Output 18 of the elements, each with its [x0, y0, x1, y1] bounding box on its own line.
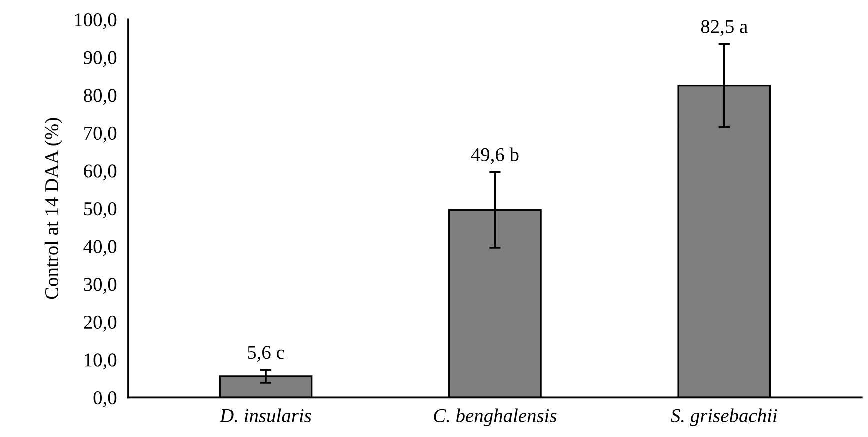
y-tick-label: 60,0 [84, 164, 117, 181]
y-tick-label: 70,0 [84, 126, 117, 143]
data-label: 49,6 b [471, 148, 519, 164]
y-tick-label: 20,0 [84, 316, 117, 332]
y-tick-label: 30,0 [84, 278, 117, 294]
x-tick-label: D. insularis [220, 408, 312, 423]
y-tick-label: 80,0 [84, 89, 117, 105]
y-tick-label: 0,0 [94, 391, 117, 408]
x-tick-label: C. benghalensis [434, 408, 557, 426]
y-tick-label: 40,0 [84, 240, 117, 256]
y-tick-label: 90,0 [84, 51, 117, 68]
x-tick-label: S. grisebachii [671, 408, 778, 426]
y-tick-label: 10,0 [85, 354, 117, 370]
data-label: 5,6 c [248, 346, 284, 362]
y-tick-label: 100,0 [75, 13, 117, 30]
y-tick-label: 50,0 [84, 202, 117, 218]
y-axis-title: Control at 14 DAA (%) [44, 118, 62, 300]
data-label: 82,5 a [701, 20, 748, 36]
